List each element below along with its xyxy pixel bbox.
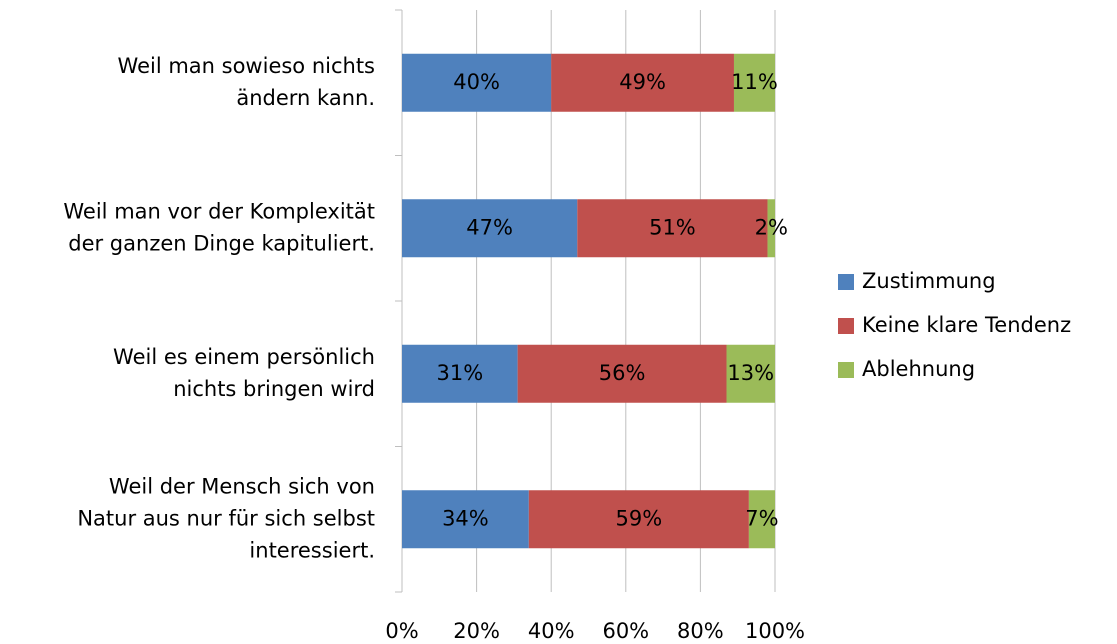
legend-swatch — [838, 274, 854, 290]
bar-segment — [551, 53, 734, 112]
value-label: 51% — [649, 215, 696, 239]
value-label: 59% — [616, 506, 663, 530]
x-tick-label: 100% — [745, 619, 805, 643]
bar-segment — [517, 344, 727, 403]
x-tick-label: 20% — [453, 619, 500, 643]
bar-segment — [402, 199, 578, 258]
legend-label: Zustimmung — [862, 269, 996, 293]
value-label: 40% — [453, 70, 500, 94]
bar-segment — [402, 344, 518, 403]
value-label: 49% — [619, 70, 666, 94]
value-label: 34% — [442, 506, 489, 530]
category-label: Weil der Mensch sich von Natur aus nur fü… — [77, 474, 375, 562]
value-label: 2% — [755, 215, 788, 239]
bar-segment — [528, 490, 749, 549]
x-tick-label: 60% — [602, 619, 649, 643]
bar-segment — [767, 199, 775, 258]
value-label: 13% — [727, 361, 774, 385]
bar-segment — [726, 344, 775, 403]
bar-segment — [402, 53, 552, 112]
category-label: Weil es einem persönlich nichts bringen w… — [113, 345, 375, 401]
category-label: Weil man vor der Komplexität der ganzen D… — [63, 199, 375, 255]
bar-segment — [748, 490, 775, 549]
legend-swatch — [838, 318, 854, 334]
x-tick-label: 0% — [385, 619, 418, 643]
value-label: 47% — [466, 215, 513, 239]
legend-label: Keine klare Tendenz — [862, 313, 1071, 337]
value-label: 7% — [745, 506, 778, 530]
category-label: Weil man sowieso nichts ändern kann. — [118, 54, 375, 110]
value-label: 31% — [436, 361, 483, 385]
bar-segment — [733, 53, 775, 112]
legend-swatch — [838, 362, 854, 378]
x-tick-label: 40% — [528, 619, 575, 643]
bar-segment — [577, 199, 768, 258]
value-label: 11% — [731, 70, 778, 94]
x-tick-label: 80% — [677, 619, 724, 643]
bar-segment — [402, 490, 529, 549]
legend-label: Ablehnung — [862, 357, 975, 381]
value-label: 56% — [599, 361, 646, 385]
